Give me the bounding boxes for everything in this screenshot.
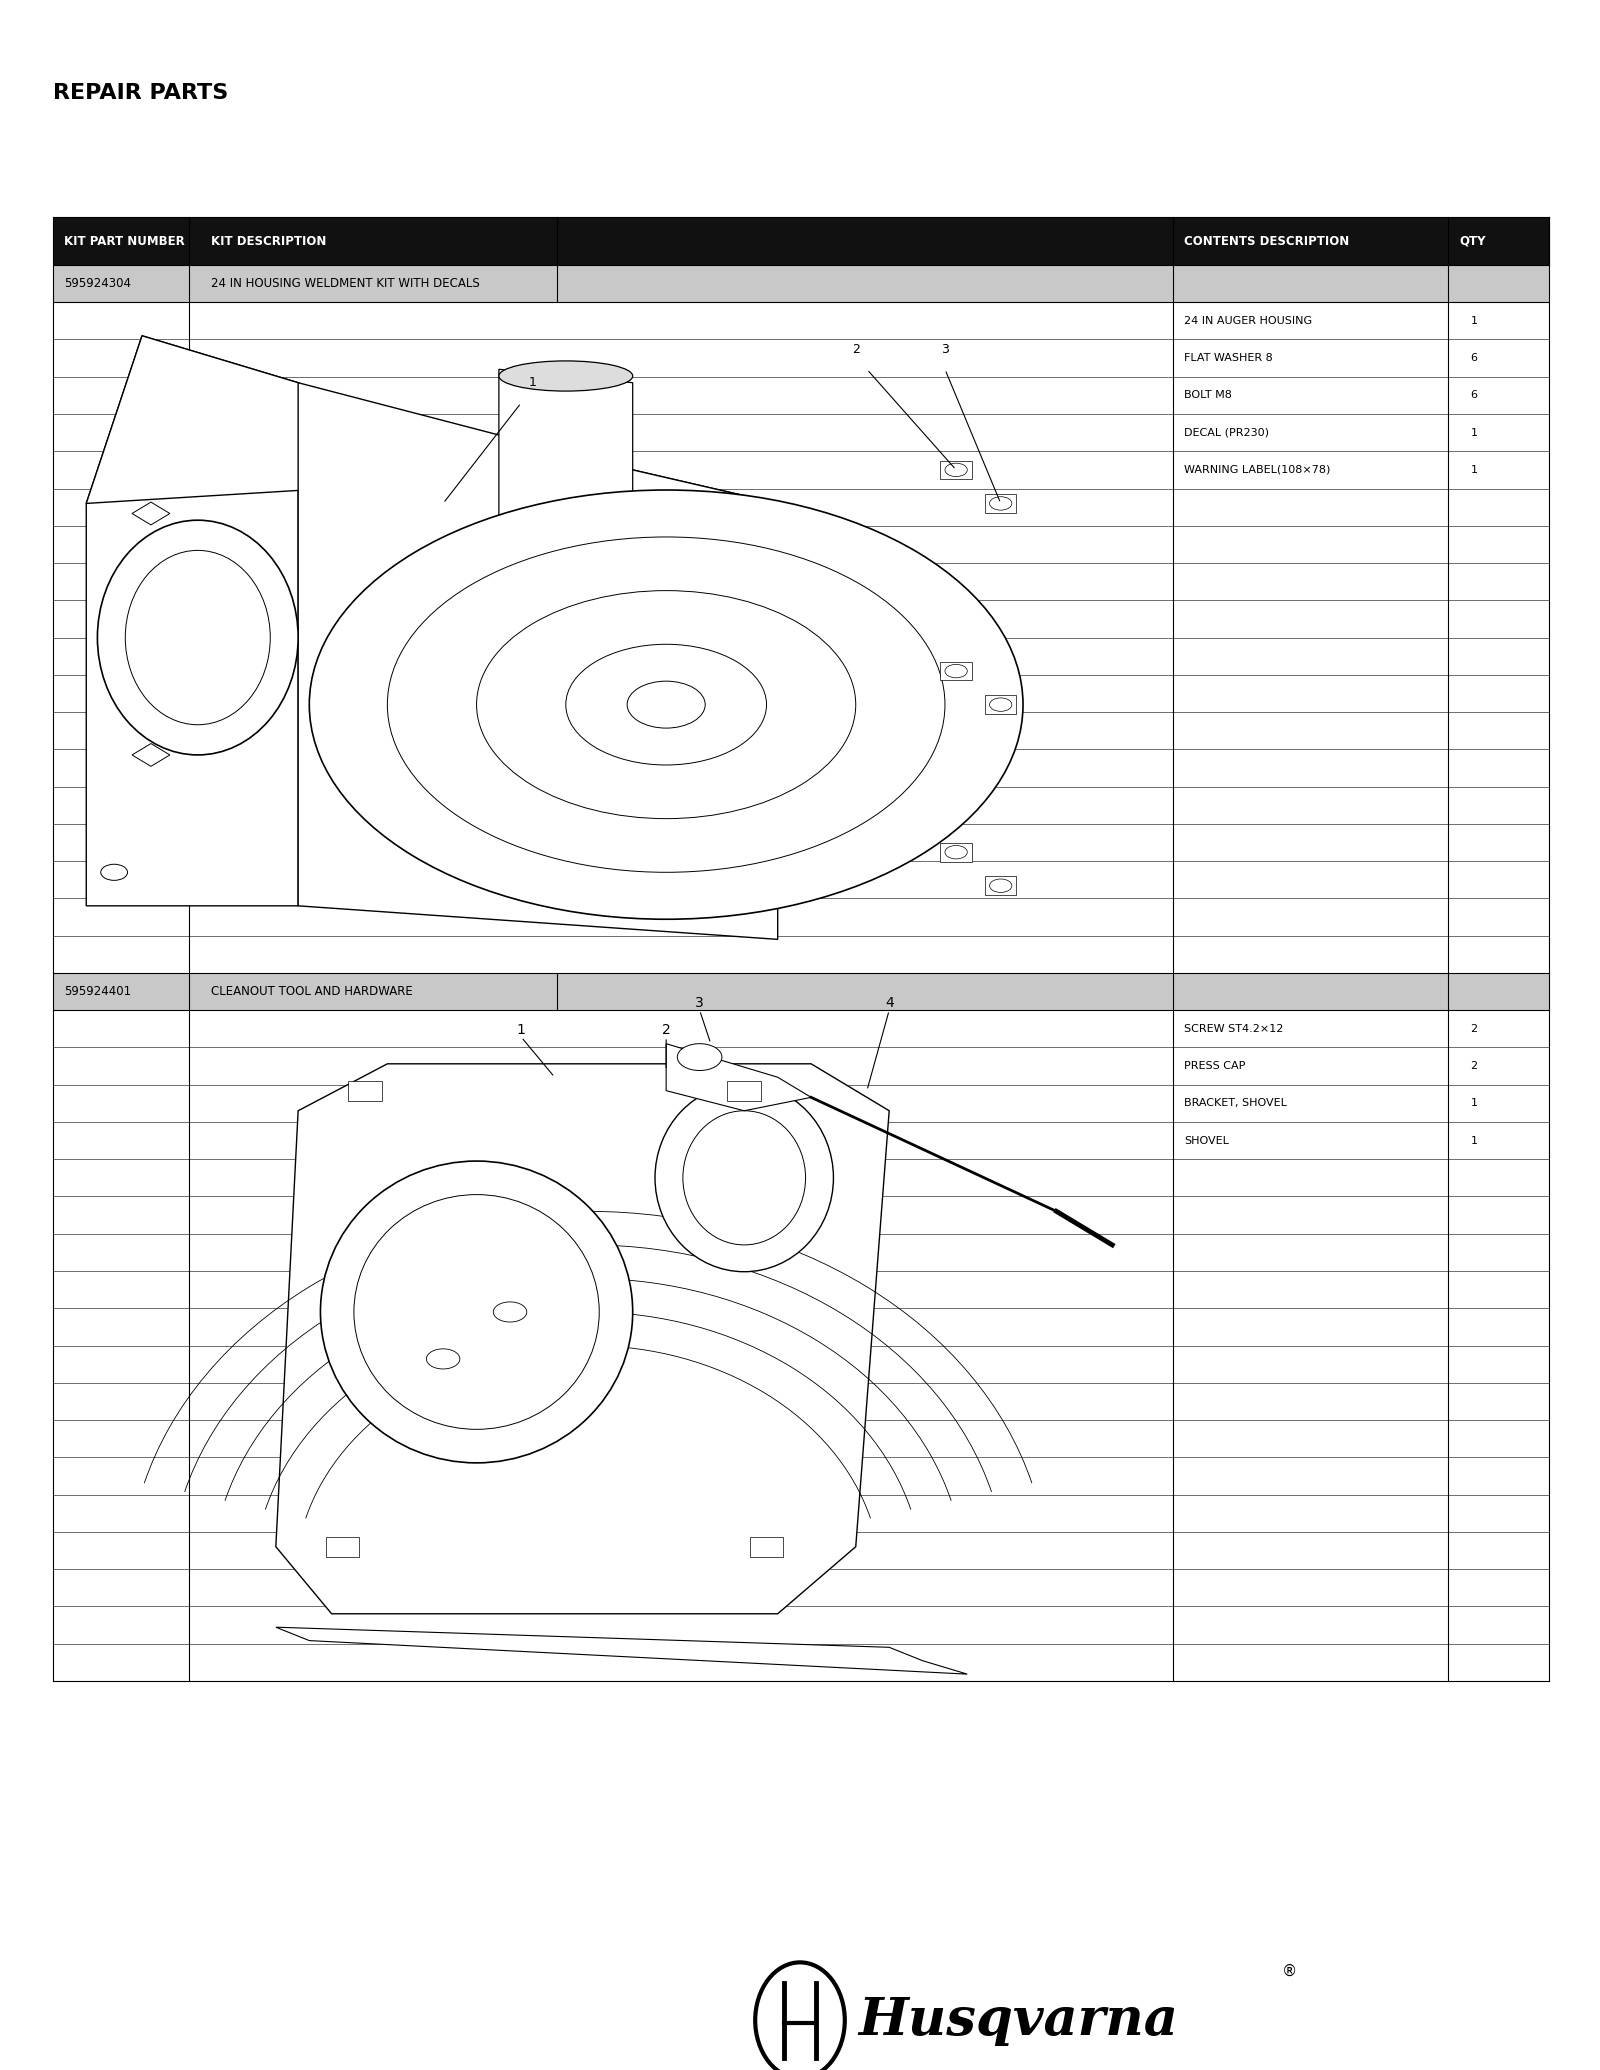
Bar [986,696,1016,714]
Text: 24 IN AUGER HOUSING: 24 IN AUGER HOUSING [1184,317,1312,325]
Text: 1: 1 [1470,317,1477,325]
Circle shape [989,497,1011,509]
Circle shape [989,698,1011,712]
Text: 4: 4 [885,996,893,1010]
Text: KIT PART NUMBER: KIT PART NUMBER [64,234,184,248]
Text: KIT DESCRIPTION: KIT DESCRIPTION [211,234,326,248]
Text: DECAL (PR230): DECAL (PR230) [1184,428,1269,437]
Circle shape [946,845,968,859]
Text: 24 IN HOUSING WELDMENT KIT WITH DECALS: 24 IN HOUSING WELDMENT KIT WITH DECALS [211,277,480,290]
Circle shape [566,644,766,766]
Bar [53,265,1173,302]
Polygon shape [666,1043,811,1112]
Circle shape [946,664,968,677]
Text: 1: 1 [528,377,536,389]
Text: 3: 3 [696,996,704,1010]
Ellipse shape [499,360,632,391]
Text: CONTENTS DESCRIPTION: CONTENTS DESCRIPTION [1184,234,1349,248]
Text: Husqvarna: Husqvarna [858,1995,1178,2045]
Bar [349,1081,382,1101]
Bar [53,973,1173,1010]
Bar [326,1536,360,1557]
Text: WARNING LABEL(108×78): WARNING LABEL(108×78) [1184,466,1330,474]
Circle shape [387,536,946,871]
Bar [133,503,170,526]
Circle shape [309,491,1022,919]
Bar [941,662,971,681]
Ellipse shape [683,1112,805,1244]
Text: 2: 2 [662,1023,670,1037]
Circle shape [677,1043,722,1070]
Text: 595924401: 595924401 [64,985,131,998]
Bar [750,1536,784,1557]
Polygon shape [86,335,778,536]
Bar [53,217,1549,265]
Text: 1: 1 [1470,466,1477,474]
Text: BOLT M8: BOLT M8 [1184,391,1232,400]
Ellipse shape [654,1085,834,1271]
Text: BRACKET, SHOVEL: BRACKET, SHOVEL [1184,1099,1286,1107]
Text: 1: 1 [1470,428,1477,437]
Text: 2: 2 [851,344,859,356]
Bar [986,495,1016,513]
Text: 595924304: 595924304 [64,277,131,290]
Text: 6: 6 [1470,354,1477,362]
Text: 2: 2 [1470,1062,1477,1070]
Text: SCREW ST4.2×12: SCREW ST4.2×12 [1184,1025,1283,1033]
Circle shape [477,590,856,818]
Bar [728,1081,762,1101]
Bar [1173,265,1549,302]
Circle shape [946,464,968,476]
Ellipse shape [98,520,298,756]
Bar [941,460,971,480]
Ellipse shape [125,551,270,724]
Text: QTY: QTY [1459,234,1486,248]
Text: 3: 3 [941,344,949,356]
Circle shape [101,865,128,880]
Bar [133,743,170,766]
Circle shape [989,880,1011,892]
Circle shape [352,1083,379,1099]
Polygon shape [499,368,632,536]
Text: 1: 1 [1470,1099,1477,1107]
Text: 6: 6 [1470,391,1477,400]
Bar [1173,973,1549,1010]
Circle shape [627,681,706,729]
Text: REPAIR PARTS: REPAIR PARTS [53,83,229,104]
Circle shape [754,1538,779,1555]
Polygon shape [275,1064,890,1615]
Circle shape [731,1083,758,1099]
Ellipse shape [354,1194,600,1428]
Circle shape [755,1962,845,2070]
Text: 1: 1 [1470,1136,1477,1145]
Polygon shape [86,335,298,907]
Bar [986,876,1016,894]
Text: 2: 2 [1470,1025,1477,1033]
Text: ®: ® [1282,1964,1298,1979]
Text: 1: 1 [517,1023,526,1037]
Text: SHOVEL: SHOVEL [1184,1136,1229,1145]
Circle shape [426,1350,459,1368]
Polygon shape [298,383,778,940]
Bar [941,842,971,861]
Text: PRESS CAP: PRESS CAP [1184,1062,1245,1070]
Text: CLEANOUT TOOL AND HARDWARE: CLEANOUT TOOL AND HARDWARE [211,985,413,998]
Circle shape [493,1302,526,1323]
Text: FLAT WASHER 8: FLAT WASHER 8 [1184,354,1272,362]
Ellipse shape [320,1161,632,1463]
Polygon shape [275,1627,968,1675]
Circle shape [330,1538,357,1555]
